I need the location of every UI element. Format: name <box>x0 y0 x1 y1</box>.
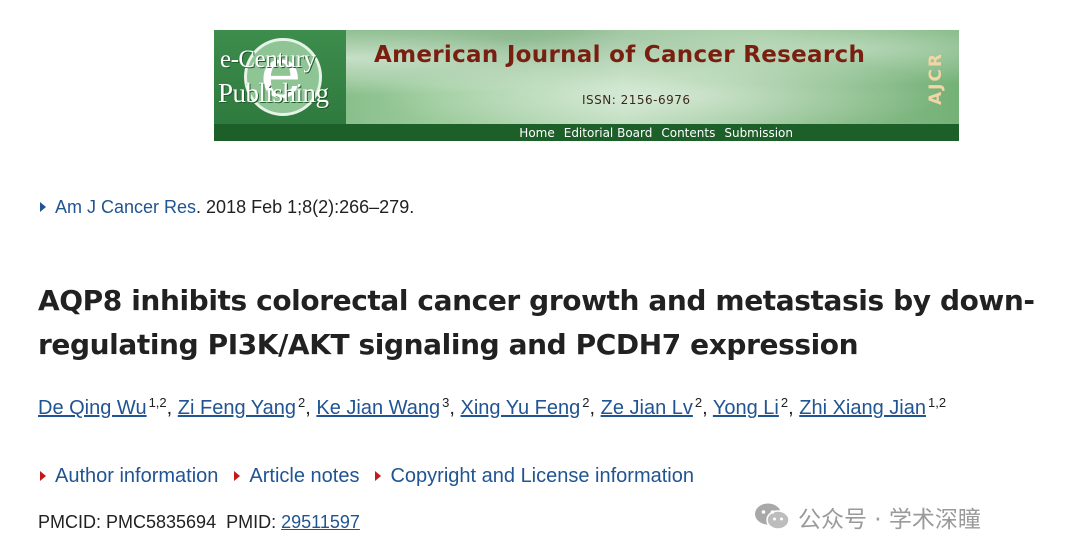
nav-home[interactable]: Home <box>519 125 555 140</box>
journal-link[interactable]: Am J Cancer Res <box>55 197 197 217</box>
author-affiliation: 1,2 <box>927 395 947 410</box>
author-affiliation: 3 <box>442 395 450 410</box>
author-link[interactable]: Zhi Xiang Jian <box>799 397 926 419</box>
article-title: AQP8 inhibits colorectal cancer growth a… <box>38 284 1035 361</box>
author-link[interactable]: Yong Li <box>712 397 779 419</box>
author-affiliation: 2 <box>298 395 306 410</box>
citation-line: Am J Cancer Res. 2018 Feb 1;8(2):266–279… <box>40 197 414 218</box>
triangle-right-icon <box>234 471 241 481</box>
author-affiliation: 2 <box>780 395 789 410</box>
author-information-label: Author information <box>55 465 219 487</box>
author-separator: , <box>166 397 178 419</box>
article-notes-toggle[interactable]: Article notes <box>234 465 359 487</box>
banner-nav: Home Editorial Board Contents Submission <box>214 124 959 141</box>
logo-line1: e-Century <box>220 46 316 73</box>
copyright-toggle[interactable]: Copyright and License information <box>375 465 694 487</box>
triangle-right-icon <box>40 202 46 212</box>
pmid-link[interactable]: 29511597 <box>281 512 360 532</box>
author-affiliation: 2 <box>694 395 703 410</box>
issn: ISSN: 2156-6976 <box>582 93 691 107</box>
article-ids: PMCID: PMC5835694 PMID: 29511597 <box>38 512 360 533</box>
author-separator: , <box>449 397 461 419</box>
author-list: De Qing Wu 1,2, Zi Feng Yang 2, Ke Jian Wa… <box>38 395 946 420</box>
author-link[interactable]: De Qing Wu <box>38 397 147 419</box>
publisher-logo[interactable]: e e-Century Publishing <box>214 30 346 124</box>
author-affiliation: 2 <box>582 395 590 410</box>
author-information-toggle[interactable]: Author information <box>40 465 218 487</box>
author-link[interactable]: Xing Yu Feng <box>460 397 581 419</box>
author-separator: , <box>305 397 317 419</box>
watermark: 公众号 · 学术深瞳 <box>754 500 981 534</box>
watermark-text: 公众号 · 学术深瞳 <box>798 507 981 533</box>
logo-letter: e <box>260 32 302 114</box>
pmcid: PMCID: PMC5835694 <box>38 512 217 532</box>
author-link[interactable]: Zi Feng Yang <box>177 397 297 419</box>
journal-banner: e e-Century Publishing American Journal … <box>214 30 959 141</box>
author-affiliation: 1,2 <box>148 395 167 410</box>
pmid-label: PMID: <box>226 512 282 532</box>
nav-submission[interactable]: Submission <box>724 125 793 140</box>
triangle-right-icon <box>375 471 382 481</box>
author-link[interactable]: Ze Jian Lv <box>600 397 693 419</box>
author-separator: , <box>788 397 800 419</box>
author-separator: , <box>702 397 713 419</box>
nav-editorial-board[interactable]: Editorial Board <box>563 125 653 140</box>
nav-contents[interactable]: Contents <box>661 125 716 140</box>
info-links: Author information Article notes Copyright… <box>40 465 710 488</box>
wechat-icon <box>755 503 790 530</box>
logo-circle <box>244 38 322 116</box>
author-link[interactable]: Ke Jian Wang <box>316 397 441 419</box>
journal-abbrev: AJCR <box>926 51 946 105</box>
citation-details: . 2018 Feb 1;8(2):266–279. <box>196 197 415 217</box>
triangle-right-icon <box>40 471 46 481</box>
journal-title: American Journal of Cancer Research <box>374 42 866 68</box>
logo-line2: Publishing <box>218 78 329 108</box>
copyright-label: Copyright and License information <box>390 465 694 487</box>
author-separator: , <box>589 397 601 419</box>
article-notes-label: Article notes <box>249 465 360 487</box>
